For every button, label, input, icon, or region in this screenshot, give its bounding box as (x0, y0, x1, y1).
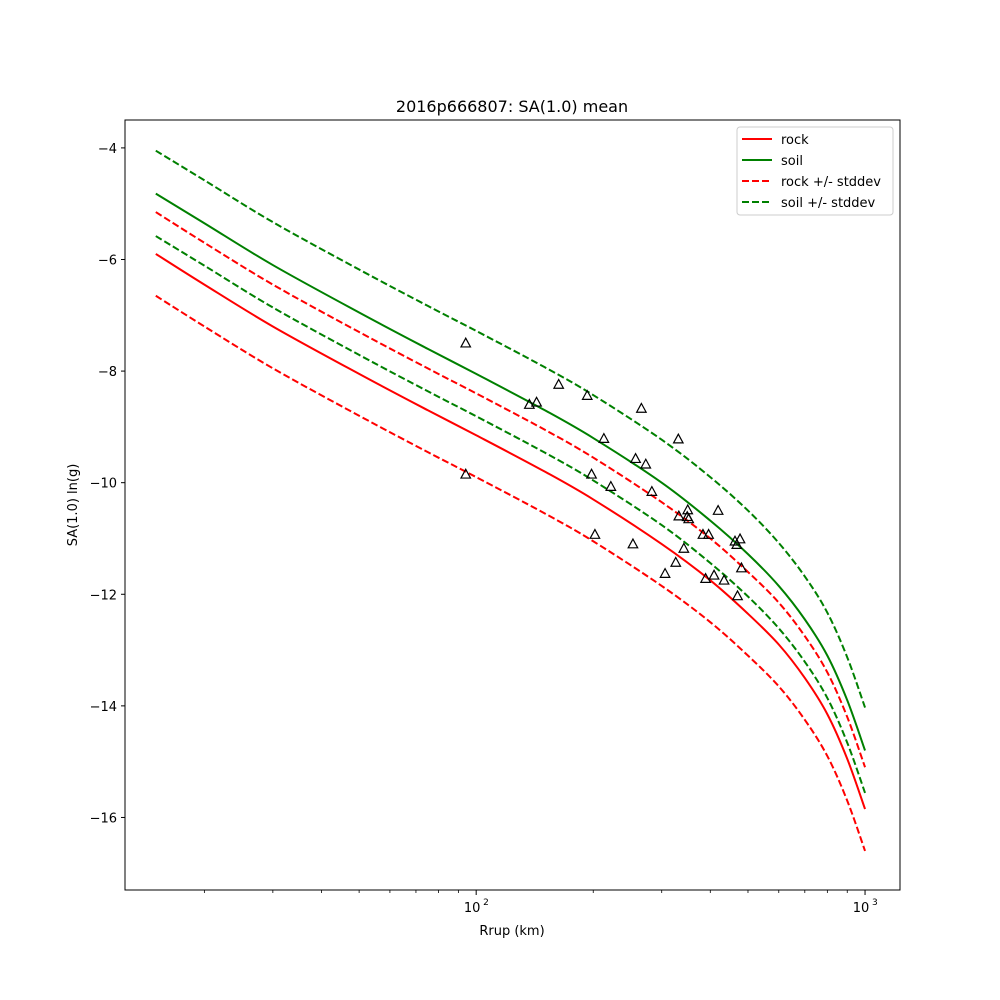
observation-point (459, 468, 472, 479)
observation-point (699, 572, 712, 584)
y-tick-label: −6 (98, 253, 117, 268)
observation-point (627, 537, 639, 549)
observation-point (731, 538, 743, 549)
observation-point (708, 569, 720, 580)
y-tick-label: −14 (90, 700, 117, 715)
observation-point (552, 378, 565, 389)
observation-point (523, 398, 536, 409)
observation-point (598, 432, 610, 443)
legend-label: rock +/- stddev (781, 175, 881, 190)
x-axis: 10 2 10 3 (203, 890, 878, 916)
observation-point (669, 556, 682, 567)
x-tick-label: 10 (464, 901, 481, 916)
observation-point (659, 567, 671, 578)
observation-point (734, 532, 746, 544)
plot-frame (124, 119, 901, 891)
legend-label: rock (781, 133, 809, 148)
observation-point (678, 542, 690, 553)
y-tick-label: −4 (98, 142, 117, 157)
x-tick-exponent: 2 (483, 898, 489, 908)
observations-layer (459, 336, 748, 601)
y-tick-label: −12 (90, 588, 117, 603)
x-tick-label: 10 (853, 901, 870, 916)
y-axis: −16 −14 −12 −10 −8 −6 −4 (90, 142, 125, 826)
observation-point (629, 452, 642, 464)
x-axis-label: Rrup (km) (479, 924, 544, 939)
observation-point (673, 509, 685, 521)
y-tick-label: −8 (98, 365, 117, 380)
plot-area (155, 149, 866, 852)
legend-box (736, 126, 894, 216)
legend: rock soil rock +/- stddev soil +/- stddev (736, 126, 894, 216)
series-line-4 (155, 294, 866, 852)
x-tick-exponent: 3 (872, 898, 878, 908)
observation-point (459, 336, 472, 348)
observation-point (585, 468, 598, 479)
observation-point (702, 528, 715, 539)
observation-point (731, 589, 744, 601)
series-line-1 (155, 253, 866, 810)
y-tick-label: −10 (90, 477, 117, 492)
chart-title: 2016p666807: SA(1.0) mean (396, 97, 628, 116)
observation-point (581, 389, 593, 400)
observation-point (681, 503, 694, 515)
observation-point (718, 574, 730, 585)
observation-point (605, 480, 617, 491)
observation-point (735, 561, 748, 573)
y-axis-label: SA(1.0) ln(g) (66, 464, 81, 547)
observation-point (530, 396, 543, 407)
series-line-5 (155, 149, 866, 708)
legend-label: soil (781, 154, 803, 169)
observation-point (635, 402, 648, 413)
series-layer (155, 149, 866, 852)
series-line-3 (155, 211, 866, 768)
legend-label: soil +/- stddev (781, 196, 876, 211)
observation-point (682, 512, 695, 524)
series-line-2 (155, 192, 866, 751)
observation-point (712, 504, 724, 515)
observation-point (589, 528, 601, 539)
observation-point (646, 485, 658, 496)
observation-point (640, 458, 652, 469)
y-tick-label: −16 (90, 811, 117, 826)
observation-point (672, 432, 685, 444)
observation-point (697, 528, 709, 539)
